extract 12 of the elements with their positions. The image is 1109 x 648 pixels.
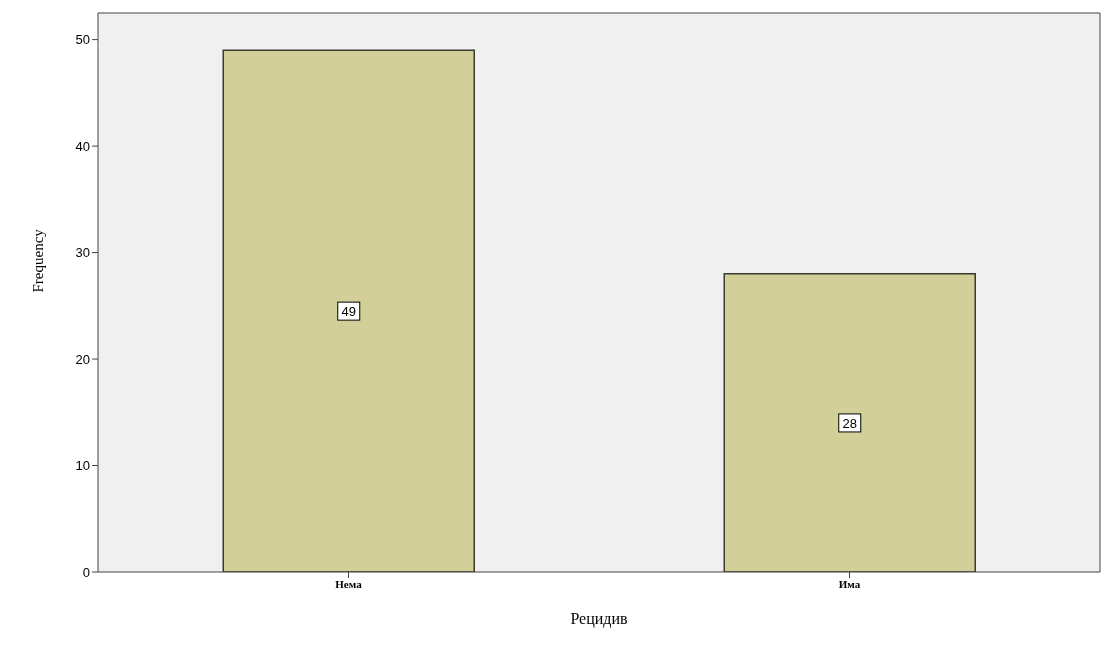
data-label: 49: [341, 304, 356, 320]
y-tick-label: 0: [82, 564, 90, 580]
x-axis-title: Рецидив: [570, 610, 629, 628]
y-axis-title: Frequency: [30, 228, 47, 293]
data-label: 28: [842, 415, 857, 431]
y-tick-label: 20: [75, 351, 90, 367]
x-tick-label: Нема: [335, 577, 363, 590]
y-tick-label: 40: [75, 138, 90, 154]
y-tick-label: 50: [75, 32, 90, 48]
y-tick-label: 30: [75, 245, 90, 261]
y-tick-label: 10: [75, 458, 90, 474]
x-tick-label: Има: [838, 577, 861, 590]
